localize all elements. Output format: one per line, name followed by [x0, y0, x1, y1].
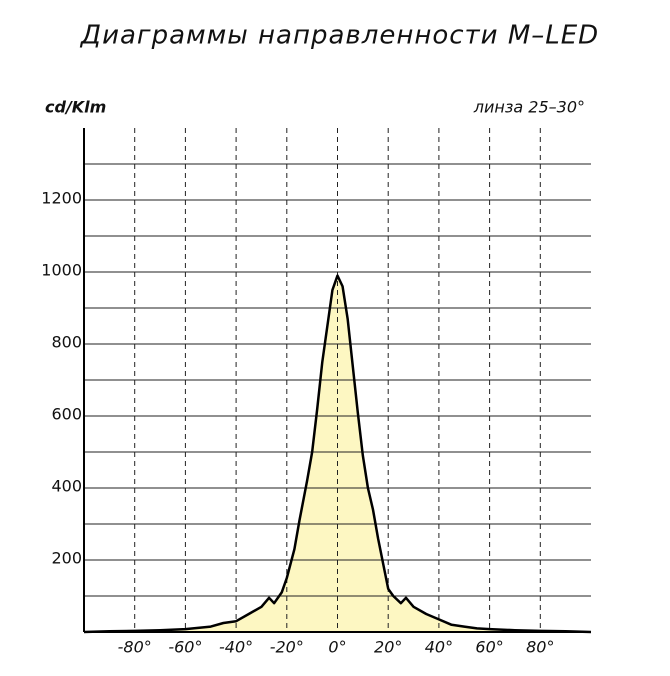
x-tick-label: 60° [475, 638, 503, 657]
y-tick-label: 600 [51, 405, 82, 424]
y-tick-label: 1200 [41, 189, 82, 208]
chart-title: Диаграммы направленности M–LED [80, 21, 599, 51]
x-tick-label: 40° [425, 638, 453, 657]
y-tick-label: 1000 [41, 261, 82, 280]
x-tick-label: -60° [168, 638, 202, 657]
y-tick-label: 400 [51, 477, 82, 496]
x-tick-label: 20° [374, 638, 402, 657]
y-axis-label: cd/Klm [45, 98, 106, 117]
x-tick-label: -80° [118, 638, 152, 657]
x-tick-label: 0° [328, 638, 346, 657]
y-tick-label: 800 [51, 333, 82, 352]
y-tick-label: 200 [51, 549, 82, 568]
annotation: линза 25–30° [473, 98, 585, 117]
line [83, 274, 592, 634]
x-tick-label: 80° [526, 638, 554, 657]
x-tick-label: -20° [270, 638, 304, 657]
x-tick-label: -40° [219, 638, 253, 657]
